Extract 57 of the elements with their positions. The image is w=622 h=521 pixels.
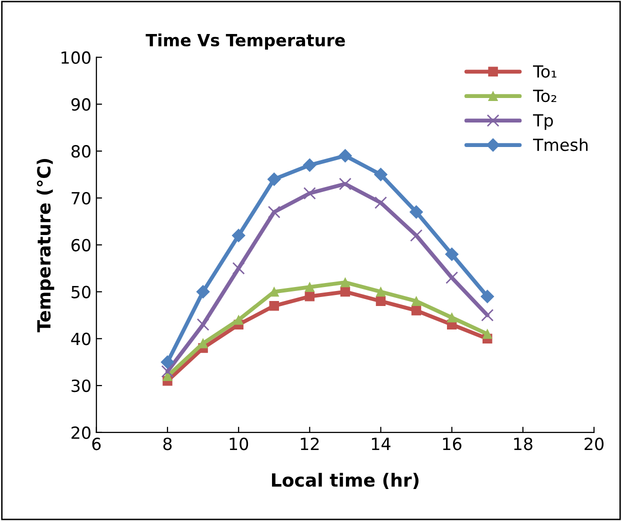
point [269,286,279,297]
point [304,292,315,302]
point [446,312,457,322]
point [161,365,174,378]
x-tick-label: 16 [443,438,462,450]
x-tick-label: 14 [372,438,390,450]
point [445,248,459,261]
x-tick-label: 12 [300,438,319,450]
point [232,262,245,275]
point [160,355,174,369]
y-tick-label: 80 [71,145,90,158]
point [267,172,281,186]
legend-label: Tmesh [533,138,588,152]
legend-label: To₁ [533,65,556,78]
chart-title: Time Vs Temperature [146,34,345,50]
point [480,290,494,304]
x-tick-label: 18 [514,438,532,450]
point [338,178,352,190]
point [410,205,424,219]
point [302,158,316,172]
legend-label: To₂ [533,90,556,102]
point [482,329,492,339]
y-tick-label: 50 [72,286,90,298]
point [234,315,244,325]
point [268,206,280,218]
point [196,318,210,331]
y-tick-label: 60 [72,238,90,252]
point [411,296,422,306]
point [374,196,388,209]
y-tick-label: 40 [71,332,90,346]
point [303,187,316,200]
point [340,286,350,297]
point [232,228,246,242]
point [376,296,386,306]
point [374,168,388,182]
x-tick-label: 6 [92,438,101,450]
x-tick-label: 10 [230,438,248,450]
y-tick-label: 30 [72,380,90,392]
y-tick-label: 70 [72,192,90,205]
y-tick-label: 20 [72,426,90,439]
y-tick-label: 100 [62,51,90,64]
y-axis-title: Temperature (°C) [36,158,54,332]
point [196,285,210,298]
point [410,229,423,242]
point [304,282,315,292]
point [446,271,458,284]
legend-label: Tp [533,114,553,130]
y-tick-label: 90 [71,98,90,111]
point [269,300,279,311]
point [376,286,386,297]
x-axis-title: Local time (hr) [272,472,419,489]
point [481,308,494,322]
point [338,149,352,163]
point [411,306,422,316]
x-tick-label: 20 [584,438,604,450]
point [340,278,350,288]
x-tick-label: 8 [163,438,172,450]
